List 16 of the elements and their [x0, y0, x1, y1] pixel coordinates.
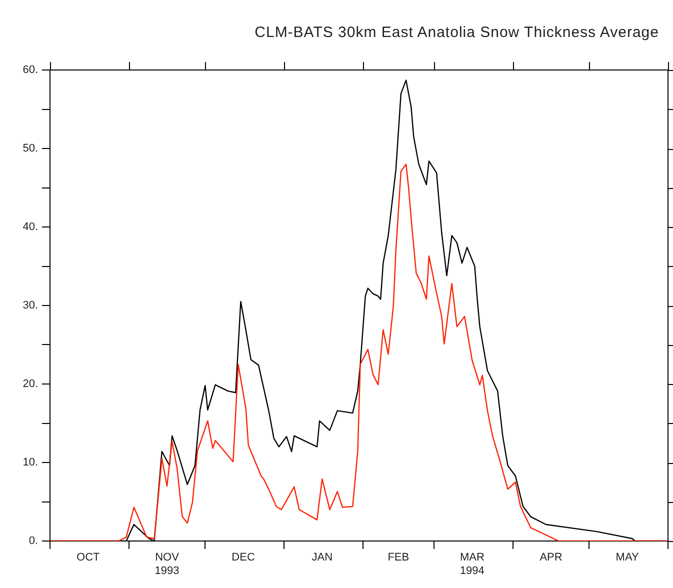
- x-tick-label: OCT: [76, 552, 100, 564]
- y-tick-label: 0.: [28, 535, 38, 548]
- x-tick-label: DEC: [232, 552, 255, 564]
- y-tick-label: 10.: [22, 456, 38, 469]
- y-tick-label: 50.: [22, 142, 38, 155]
- x-tick-label: MAY: [616, 552, 640, 564]
- chart-title: CLM-BATS 30km East Anatolia Snow Thickness Average: [254, 24, 659, 41]
- x-tick-label: APR: [540, 552, 562, 564]
- x-tick-label: MAR 1994: [460, 552, 484, 577]
- y-tick-label: 60.: [22, 64, 38, 76]
- x-tick-label: JAN: [312, 552, 333, 564]
- x-tick-label: NOV 1993: [154, 552, 180, 577]
- x-tick-label: FEB: [388, 552, 410, 564]
- y-tick-label: 40.: [22, 221, 38, 234]
- y-tick-label: 30.: [22, 300, 38, 312]
- y-tick-label: 20.: [22, 378, 38, 390]
